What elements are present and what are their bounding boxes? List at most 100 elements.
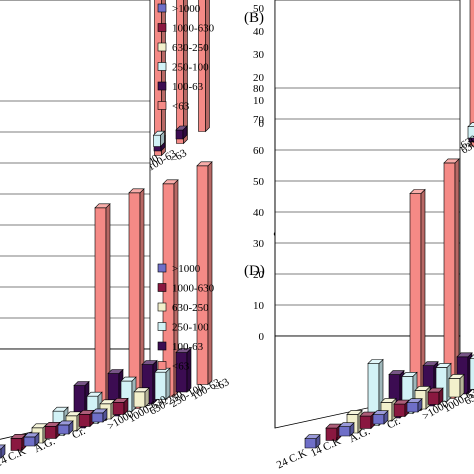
- bar-Cr.->1000: [406, 397, 423, 413]
- bar-top: [175, 348, 192, 353]
- bar-front: [128, 192, 141, 409]
- bar-14 C.K->1000: [338, 421, 355, 437]
- y-tick-label: 80: [253, 83, 265, 95]
- bar-top: [435, 363, 452, 368]
- bar-Cr.-250-100: [469, 354, 474, 390]
- legend-label: 630-250: [172, 302, 209, 314]
- bar-14 C.K-10: [443, 158, 460, 400]
- bar-top: [346, 410, 363, 415]
- bar-Cr.-630-250: [448, 373, 465, 398]
- bar-top: [196, 161, 213, 167]
- bar-top: [52, 406, 69, 412]
- bar-top: [443, 158, 460, 164]
- bar-K-<63: [94, 203, 111, 422]
- y-tick-label: 40: [253, 26, 265, 38]
- bar-side: [161, 0, 166, 157]
- y-tick-label: 70: [253, 114, 265, 126]
- y-tick-label: 40: [253, 207, 265, 219]
- bar-A.G.->1000: [372, 409, 389, 425]
- bar-top: [44, 421, 61, 427]
- bar-front: [153, 134, 161, 147]
- bar-top: [456, 352, 473, 358]
- legend-label: >1000: [172, 3, 201, 15]
- bar-front: [469, 358, 474, 390]
- bar-top: [91, 408, 108, 414]
- legend-swatch: [157, 361, 167, 370]
- bar-front: [372, 414, 385, 425]
- bar-top: [359, 411, 376, 417]
- y-tick-label: 20: [253, 269, 265, 281]
- category-label: 24 C.K: [275, 447, 309, 471]
- bar-front: [94, 207, 107, 421]
- bar-14 C.K-<63: [128, 188, 145, 410]
- bar-K->1000: [0, 444, 6, 459]
- bar-Cr.-1000-630: [427, 387, 444, 406]
- bar-top: [388, 370, 405, 375]
- bar-24 C.K->1000: [304, 433, 321, 449]
- legend-swatch: [157, 62, 167, 71]
- legend-swatch: [157, 283, 167, 292]
- y-tick-label: 0: [259, 118, 265, 130]
- bar-top: [94, 203, 111, 209]
- bar-top: [380, 398, 397, 403]
- bar-A.G.-1000-630: [393, 399, 410, 418]
- bar-top: [57, 420, 74, 426]
- y-tick-label: 30: [253, 238, 265, 250]
- bar-top: [401, 371, 418, 377]
- bar-top: [141, 360, 158, 365]
- category-label: Cr.: [70, 425, 87, 442]
- bar-top: [427, 387, 444, 393]
- bar-top: [73, 381, 90, 386]
- bar-Cr.-630-250: [133, 387, 150, 408]
- bar-24 C.K-10: [409, 188, 426, 412]
- bar-Cr.-1000-630: [112, 397, 129, 416]
- bar-undefined-250-100: [152, 130, 166, 148]
- bar-24 C.K-250-100: [367, 358, 384, 427]
- legend-swatch: [157, 42, 167, 52]
- bar-front: [91, 412, 104, 423]
- bar-Cr.-<63: [196, 161, 213, 386]
- y-tick-label: 50: [253, 176, 265, 188]
- bar-top: [31, 423, 48, 429]
- bar-top: [338, 422, 355, 428]
- bar-side: [183, 0, 188, 145]
- bar-14 C.K-1000-630: [359, 411, 376, 430]
- bar-undefined-<63: [176, 0, 188, 145]
- bar-side: [207, 161, 213, 386]
- bar-top: [120, 376, 137, 382]
- bar-top: [65, 411, 82, 417]
- panel-label: (D): [244, 263, 265, 279]
- legend-label: 250-100: [172, 62, 209, 74]
- legend-label: <63: [172, 361, 190, 373]
- bar-top: [99, 399, 116, 405]
- bar-top: [128, 188, 145, 194]
- bar-top: [467, 122, 474, 127]
- bar-top: [10, 433, 27, 439]
- back-wall: [0, 0, 151, 350]
- legend-label: 100-63: [172, 341, 204, 353]
- bar-front: [393, 403, 406, 417]
- bar-front: [57, 424, 70, 435]
- bar-Cr.-250-100: [154, 367, 171, 401]
- bar-top: [393, 399, 410, 405]
- legend-label: 630-250: [172, 42, 209, 54]
- bar-top: [107, 369, 124, 374]
- bar-top: [162, 179, 179, 185]
- bar-top: [152, 130, 166, 136]
- y-tick-label: 10: [253, 95, 265, 107]
- legend-swatch: [157, 23, 167, 32]
- bar-top: [175, 125, 188, 131]
- bar-Cr.-100-63: [175, 347, 192, 393]
- bar-top: [325, 423, 342, 429]
- y-tick-label: 50: [253, 3, 265, 15]
- bar-top: [422, 361, 439, 367]
- legend-swatch: [157, 3, 167, 13]
- legend-swatch: [157, 322, 167, 331]
- bar-top: [304, 434, 321, 440]
- bar-top: [0, 444, 6, 450]
- bar-front: [406, 402, 419, 413]
- category-label: Cr.: [385, 415, 402, 432]
- legend-label: 100-63: [172, 81, 204, 93]
